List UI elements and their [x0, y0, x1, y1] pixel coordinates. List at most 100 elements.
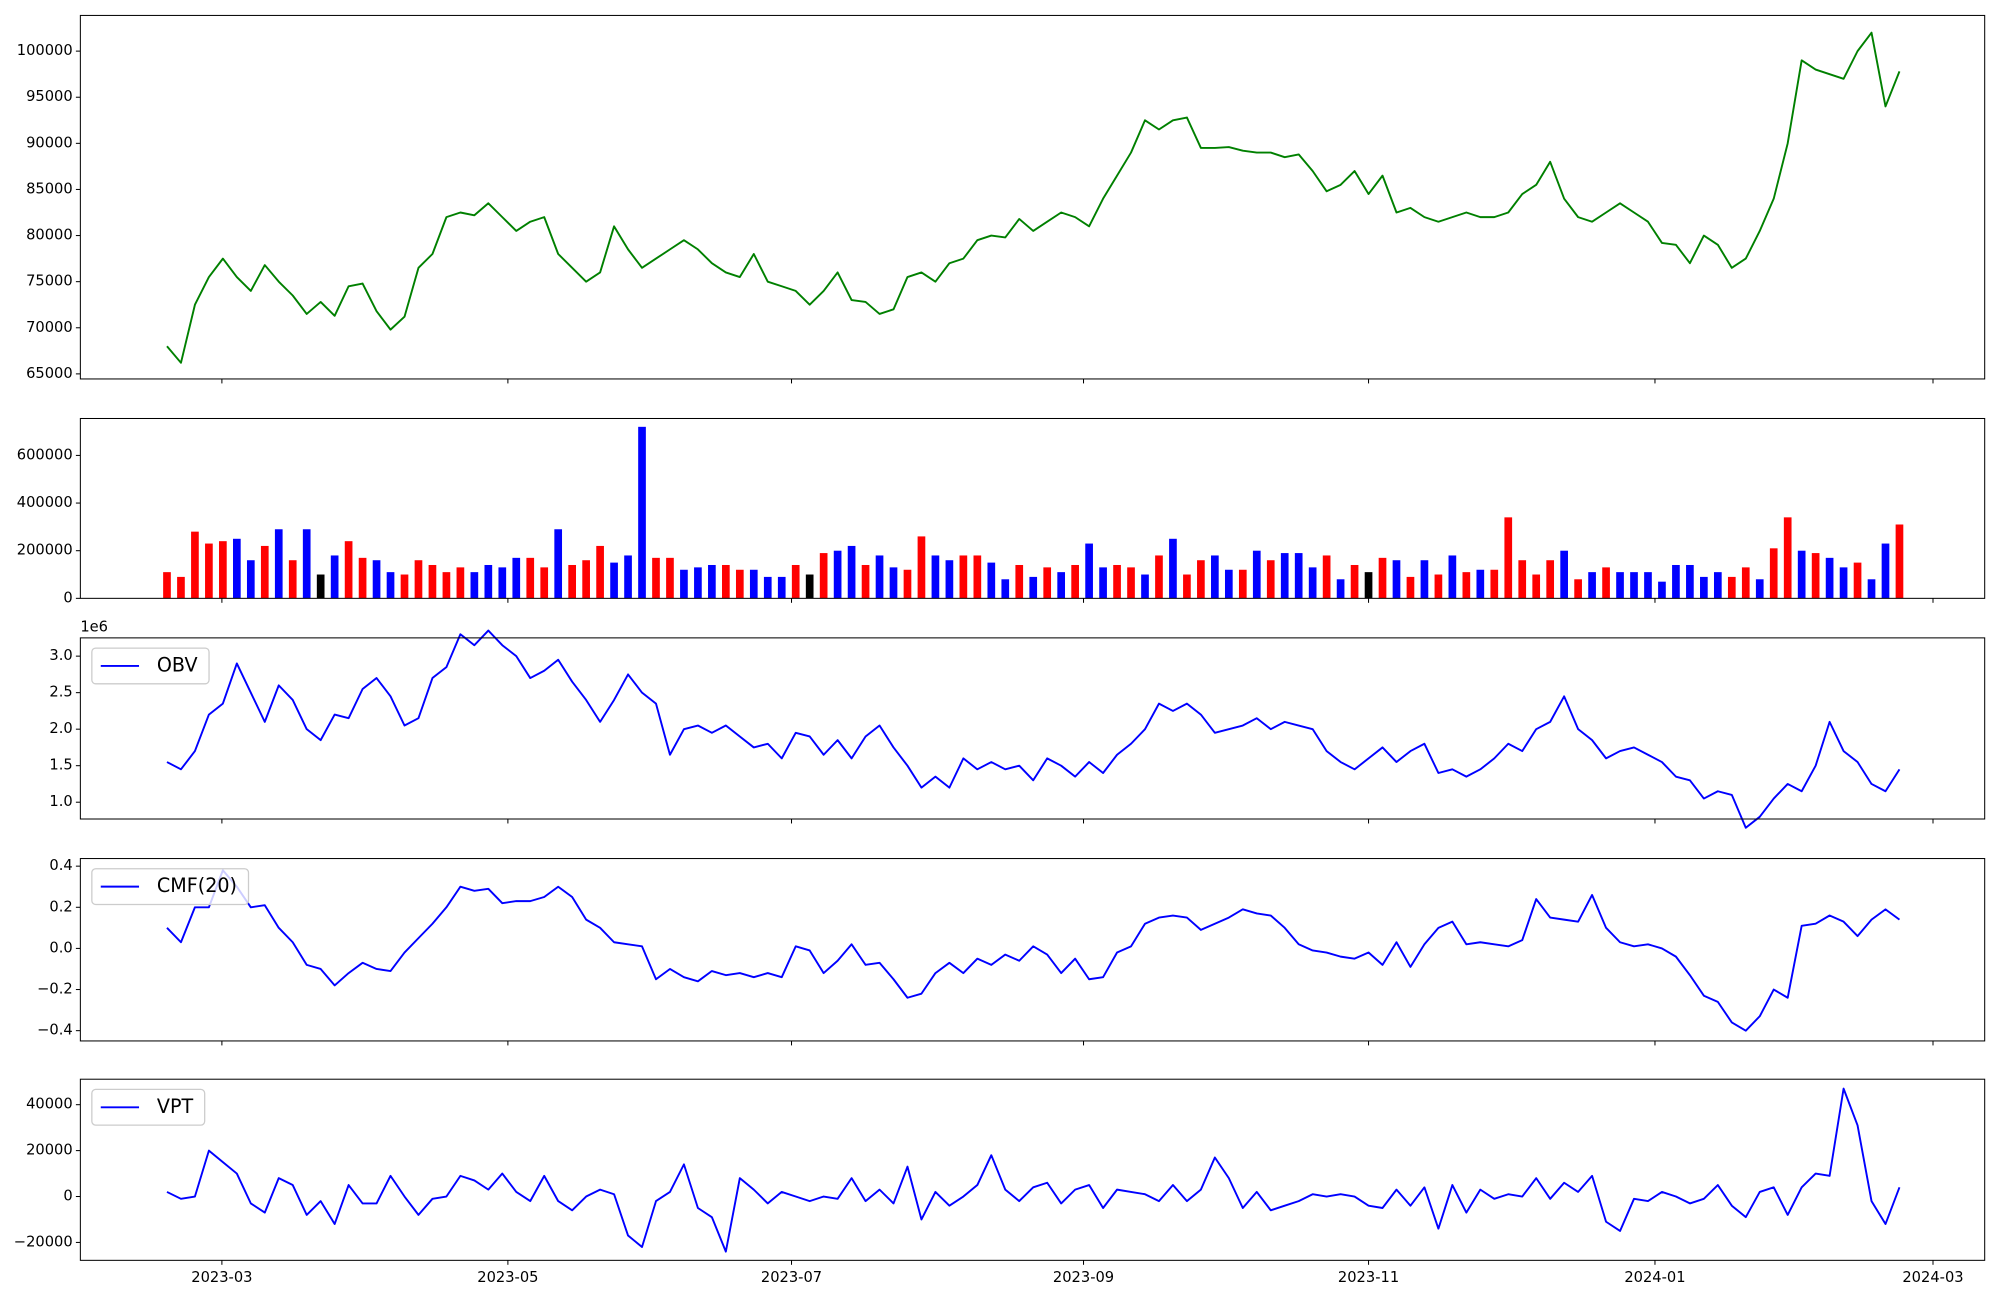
- bar: [1057, 572, 1066, 599]
- bar: [484, 564, 493, 599]
- panel: 65000 70000 75000 80000 85000 90000 95000 10000…: [17, 14, 1986, 384]
- bar: [1406, 576, 1415, 599]
- bar: [1280, 553, 1289, 599]
- y-tick-label: 40000: [26, 1096, 73, 1113]
- legend: OBV: [91, 647, 210, 685]
- bar: [330, 555, 339, 599]
- bar: [1881, 543, 1890, 599]
- bar: [610, 562, 618, 599]
- bar: [1700, 576, 1708, 599]
- bar: [1741, 567, 1750, 599]
- plot-frame: [79, 637, 1986, 820]
- bar: [735, 569, 744, 599]
- bar: [666, 557, 674, 599]
- bar: [358, 557, 367, 599]
- bar: [442, 572, 451, 599]
- bar: [1155, 555, 1163, 599]
- x-tick-label: 2023-09: [1053, 1269, 1114, 1286]
- plot-frame: [79, 417, 1986, 599]
- bar: [638, 426, 646, 599]
- bar: [973, 555, 982, 599]
- bar: [1015, 564, 1024, 599]
- bar: [1588, 572, 1596, 599]
- bar: [1546, 560, 1555, 599]
- bar: [414, 560, 423, 599]
- bar: [861, 564, 870, 599]
- bar: [1462, 572, 1471, 599]
- bar: [708, 564, 716, 599]
- bar: [1825, 557, 1834, 599]
- bar: [274, 529, 283, 599]
- bar: [554, 529, 563, 599]
- bar: [624, 555, 632, 599]
- legend: CMF(20): [91, 868, 250, 906]
- line: [166, 31, 1901, 364]
- bar: [652, 557, 660, 599]
- y-tick-label: 200000: [17, 542, 73, 559]
- bar: [302, 529, 311, 599]
- y-tick-label: −0.4: [37, 1022, 73, 1039]
- y-tick-label: 1.5: [49, 757, 72, 774]
- y-tick-label: 65000: [26, 365, 73, 382]
- bar: [749, 569, 758, 599]
- bar: [596, 545, 604, 599]
- bar: [1238, 569, 1247, 599]
- bar: [1783, 517, 1792, 599]
- bar: [1266, 560, 1275, 599]
- legend-label: OBV: [157, 653, 198, 676]
- bar: [526, 557, 535, 599]
- y-tick-label: 85000: [26, 180, 73, 197]
- bar: [1616, 572, 1624, 599]
- bar: [1602, 567, 1610, 599]
- bar: [246, 560, 255, 599]
- bar: [568, 564, 577, 599]
- panel: 1.0 1.5 2.0 2.5 3.0 1e6 OBV: [49, 619, 1986, 829]
- bar: [372, 560, 381, 599]
- y-tick-label: 3.0: [49, 647, 72, 664]
- bar: [694, 567, 702, 599]
- bar: [1727, 576, 1736, 599]
- bar: [903, 569, 912, 599]
- bar: [791, 564, 800, 599]
- bar: [1532, 574, 1541, 599]
- bar: [1448, 555, 1457, 599]
- bar: [400, 574, 409, 599]
- bar: [763, 576, 772, 599]
- bar: [847, 545, 856, 599]
- bar: [680, 569, 688, 599]
- bar: [219, 541, 227, 599]
- bar: [917, 536, 926, 599]
- legend-box: [91, 647, 210, 685]
- x-tick-label: 2024-01: [1624, 1269, 1685, 1286]
- bar: [177, 576, 185, 599]
- bar: [1518, 560, 1527, 599]
- y-tick-label: 95000: [26, 88, 73, 105]
- bar: [470, 572, 479, 599]
- bar: [1308, 567, 1317, 599]
- bar: [1811, 553, 1820, 599]
- bar: [1504, 517, 1513, 599]
- panel: −20000 0 20000 40000 2023-03 2023-05 2023-07 20…: [14, 1078, 1986, 1286]
- bar: [512, 557, 521, 599]
- y-tick-label: −0.2: [37, 981, 73, 998]
- bar: [232, 538, 241, 599]
- bar: [1029, 576, 1038, 599]
- bar: [1853, 562, 1862, 599]
- legend-label: VPT: [157, 1095, 194, 1118]
- bar: [1001, 579, 1010, 599]
- bar: [1797, 550, 1806, 599]
- bar: [1169, 538, 1177, 599]
- bar: [833, 550, 842, 599]
- x-tick-label: 2023-03: [191, 1269, 252, 1286]
- panel: −0.4 −0.2 0.0 0.2 0.4 CMF(20): [37, 857, 1986, 1046]
- x-tick-label: 2024-03: [1902, 1269, 1963, 1286]
- bar: [1686, 564, 1694, 599]
- bar: [205, 543, 213, 599]
- y-tick-label: 75000: [26, 273, 73, 290]
- bar: [1867, 579, 1876, 599]
- plot-frame: [79, 1078, 1986, 1261]
- y-tick-label: 80000: [26, 227, 73, 244]
- plot-frame: [79, 14, 1986, 380]
- bar: [1378, 557, 1387, 599]
